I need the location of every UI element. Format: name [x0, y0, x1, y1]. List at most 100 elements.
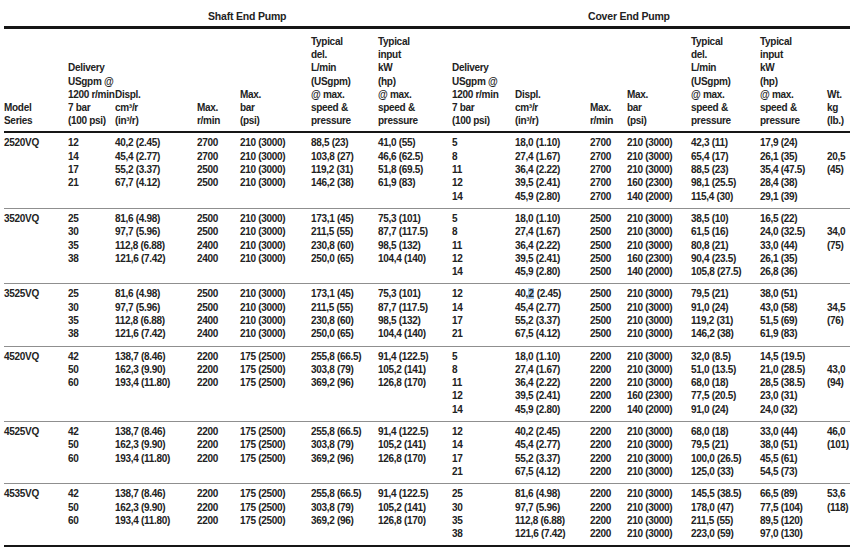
shaft-delivery-cell: 35 — [68, 314, 115, 327]
cover-bar-cell: 210 (3000) — [627, 438, 691, 451]
cover-rpm-cell: 2200 — [590, 438, 627, 451]
cover-displ-cell: 55,2 (3.37) — [515, 314, 590, 327]
cover-typ-del-cell: 115,4 (30) — [691, 190, 760, 203]
cover-typ-input-cell: 26,8 (36) — [760, 265, 827, 278]
cover-bar-cell: 210 (3000) — [627, 301, 691, 314]
shaft-bar-cell: 175 (2500) — [240, 350, 311, 363]
shaft-bar-cell: 175 (2500) — [240, 376, 311, 389]
cover-typ-input-cell: 61,9 (83) — [760, 327, 827, 340]
shaft-bar-cell: 210 (3000) — [240, 225, 311, 238]
cover-bar-cell: 210 (3000) — [627, 225, 691, 238]
cover-delivery-cell: 17 — [452, 314, 515, 327]
cover-rpm-cell: 2700 — [590, 150, 627, 163]
cover-delivery-cell: 21 — [452, 465, 515, 478]
shaft-displ-cell: 67,7 (4.12) — [115, 176, 197, 189]
shaft-bar-cell: 210 (3000) — [240, 327, 311, 340]
cover-displ-cell: 45,9 (2.80) — [515, 265, 590, 278]
shaft-rpm-cell: 2500 — [197, 287, 240, 300]
cover-delivery-cell: 21 — [452, 327, 515, 340]
shaft-rpm-cell: 2500 — [197, 163, 240, 176]
cover-typ-del-cell: 77,5 (20.5) — [691, 389, 760, 402]
cover-typ-del-cell: 91,0 (24) — [691, 403, 760, 416]
col-header-shaft-rpm: Max. r/min — [197, 101, 240, 127]
cover-rpm-cell: 2500 — [590, 314, 627, 327]
weight-cell: (45) — [827, 163, 850, 176]
cover-bar-cell: 210 (3000) — [627, 487, 691, 500]
shaft-displ-cell: 112,8 (6.88) — [115, 314, 197, 327]
cover-displ-cell: 81,6 (4.98) — [515, 487, 590, 500]
shaft-typ-del-cell: 173,1 (45) — [311, 287, 378, 300]
shaft-typ-input-cell: 126,8 (170) — [378, 452, 452, 465]
shaft-typ-del-cell: 255,8 (66.5) — [311, 487, 378, 500]
cover-rpm-cell: 2200 — [590, 389, 627, 402]
shaft-rpm-cell: 2500 — [197, 301, 240, 314]
cover-typ-del-cell: 32,0 (8.5) — [691, 350, 760, 363]
shaft-displ-cell: 112,8 (6.88) — [115, 239, 197, 252]
cover-rpm-cell: 2700 — [590, 176, 627, 189]
cover-typ-input-cell: 17,9 (24) — [760, 136, 827, 149]
cover-typ-del-cell: 65,4 (17) — [691, 150, 760, 163]
cover-displ-cell: 45,9 (2.80) — [515, 190, 590, 203]
cover-delivery-cell: 12 — [452, 252, 515, 265]
shaft-displ-cell: 193,4 (11.80) — [115, 514, 197, 527]
cover-typ-input-cell: 45,5 (61) — [760, 452, 827, 465]
cover-rpm-cell: 2500 — [590, 287, 627, 300]
cover-typ-del-cell: 51,0 (13.5) — [691, 363, 760, 376]
shaft-rpm-cell: 2400 — [197, 327, 240, 340]
shaft-bar-cell: 175 (2500) — [240, 452, 311, 465]
shaft-typ-del-cell: 250,0 (65) — [311, 327, 378, 340]
shaft-typ-del-cell: 255,8 (66.5) — [311, 350, 378, 363]
cover-rpm-cell: 2200 — [590, 527, 627, 540]
cover-delivery-cell: 12 — [452, 389, 515, 402]
cover-bar-cell: 160 (2300) — [627, 176, 691, 189]
col-header-cover-typ-del: Typical del. L/min (USgpm) @ max. speed … — [691, 35, 760, 127]
cover-typ-input-cell: 24,0 (32.5) — [760, 225, 827, 238]
shaft-delivery-cell: 30 — [68, 301, 115, 314]
cover-displ-cell: 36,4 (2.22) — [515, 239, 590, 252]
shaft-typ-del-cell: 211,5 (55) — [311, 301, 378, 314]
shaft-bar-cell: 210 (3000) — [240, 176, 311, 189]
shaft-displ-cell: 162,3 (9.90) — [115, 438, 197, 451]
shaft-typ-del-cell: 88,5 (23) — [311, 136, 378, 149]
cover-typ-del-cell: 38,5 (10) — [691, 212, 760, 225]
cover-displ-cell: 18,0 (1.10) — [515, 350, 590, 363]
shaft-delivery-cell: 42 — [68, 350, 115, 363]
cover-typ-del-cell: 178,0 (47) — [691, 501, 760, 514]
shaft-bar-cell: 175 (2500) — [240, 363, 311, 376]
shaft-typ-del-cell: 369,2 (96) — [311, 376, 378, 389]
cover-delivery-cell: 14 — [452, 438, 515, 451]
shaft-bar-cell: 210 (3000) — [240, 252, 311, 265]
cover-bar-cell: 210 (3000) — [627, 212, 691, 225]
shaft-typ-input-cell: 91,4 (122.5) — [378, 487, 452, 500]
cover-typ-input-cell: 66,5 (89) — [760, 487, 827, 500]
shaft-delivery-cell: 17 — [68, 163, 115, 176]
shaft-typ-input-cell: 105,2 (141) — [378, 438, 452, 451]
cover-typ-input-cell: 35,4 (47.5) — [760, 163, 827, 176]
shaft-displ-cell: 121,6 (7.42) — [115, 327, 197, 340]
shaft-displ-cell: 162,3 (9.90) — [115, 363, 197, 376]
shaft-typ-del-cell: 119,2 (31) — [311, 163, 378, 176]
cover-rpm-cell: 2200 — [590, 350, 627, 363]
shaft-typ-del-cell: 146,2 (38) — [311, 176, 378, 189]
cover-typ-del-cell: 145,5 (38.5) — [691, 487, 760, 500]
cover-typ-del-cell: 79,5 (21) — [691, 287, 760, 300]
cover-typ-del-cell: 68,0 (18) — [691, 425, 760, 438]
shaft-end-pump-heading: Shaft End Pump — [208, 10, 286, 22]
shaft-typ-input-cell: 51,8 (69.5) — [378, 163, 452, 176]
shaft-typ-del-cell: 303,8 (79) — [311, 363, 378, 376]
shaft-delivery-cell: 12 — [68, 136, 115, 149]
col-header-shaft-typ-input: Typical input kW (hp) @ max. speed & pre… — [378, 35, 452, 127]
shaft-bar-cell: 175 (2500) — [240, 487, 311, 500]
shaft-displ-cell: 121,6 (7.42) — [115, 252, 197, 265]
shaft-typ-input-cell: 61,9 (83) — [378, 176, 452, 189]
cover-bar-cell: 210 (3000) — [627, 363, 691, 376]
shaft-delivery-cell: 50 — [68, 501, 115, 514]
model-block-4525VQ: 4525VQ42138,7 (8.46)2200175 (2500)255,8 … — [4, 421, 850, 483]
cover-typ-input-cell: 26,1 (35) — [760, 252, 827, 265]
shaft-typ-del-cell: 173,1 (45) — [311, 212, 378, 225]
cover-displ-cell: 67,5 (4.12) — [515, 327, 590, 340]
shaft-delivery-cell: 50 — [68, 363, 115, 376]
col-header-cover-delivery: Delivery USgpm @ 1200 r/min 7 bar (100 p… — [452, 61, 515, 127]
shaft-delivery-cell: 38 — [68, 327, 115, 340]
shaft-delivery-cell: 25 — [68, 212, 115, 225]
